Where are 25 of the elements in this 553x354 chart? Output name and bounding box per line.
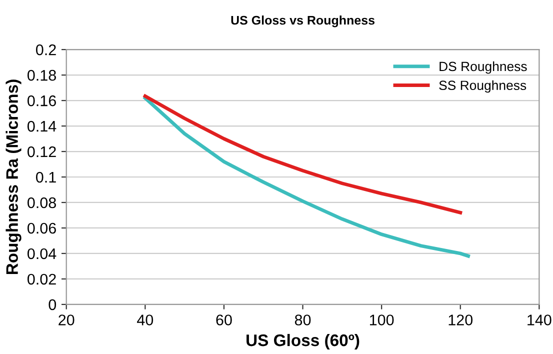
y-tick-label: 0 (48, 299, 56, 310)
y-tick-label: 0.2 (36, 44, 56, 56)
y-tick-label: 0.1 (36, 172, 56, 183)
x-tick-label: 100 (370, 314, 394, 326)
y-tick-label: 0.06 (28, 222, 56, 234)
x-tick-label: 40 (137, 314, 154, 326)
legend-label: SS Roughness (439, 80, 526, 93)
legend-label: DS Roughness (440, 61, 527, 74)
x-axis-title: US Gloss (60º) (246, 334, 360, 350)
y-tick-label: 0.12 (28, 146, 56, 158)
x-tick-label: 60 (216, 314, 232, 326)
chart-title: US Gloss vs Roughness (231, 16, 374, 28)
y-tick-label: 0.04 (28, 248, 56, 260)
line-series (143, 96, 470, 258)
line-series (143, 94, 462, 214)
y-tick-label: 0.18 (28, 70, 56, 81)
y-tick-label: 0.16 (28, 95, 56, 106)
x-tick-label: 20 (58, 314, 74, 326)
y-tick-label: 0.02 (28, 274, 56, 285)
y-axis-title: Roughness Ra (Microns) (6, 80, 22, 274)
x-tick-label: 120 (448, 314, 473, 326)
x-tick-label: 80 (294, 314, 311, 326)
x-tick-label: 140 (528, 314, 552, 326)
y-tick-label: 0.08 (28, 197, 56, 208)
y-tick-label: 0.14 (28, 120, 56, 132)
